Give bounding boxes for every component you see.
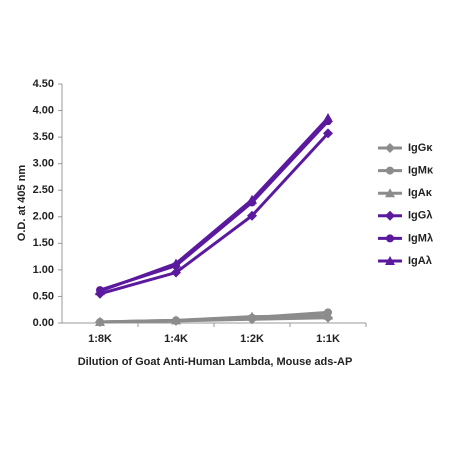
data-point — [247, 194, 257, 204]
y-tick-label: 1.00 — [33, 264, 54, 276]
y-tick-label: 4.00 — [33, 104, 54, 116]
y-tick-label: 4.50 — [33, 78, 54, 90]
data-point — [171, 258, 181, 268]
legend-marker — [386, 166, 394, 175]
legend-marker — [385, 143, 395, 153]
legend-label: IgGλ — [408, 210, 432, 222]
legend-marker — [385, 210, 395, 221]
series-line — [99, 314, 329, 324]
data-point — [247, 311, 257, 321]
x-tick-label: 1:2K — [240, 333, 264, 345]
legend-marker — [386, 234, 394, 243]
x-axis-label: Dilution of Goat Anti-Human Lambda, Mous… — [78, 356, 353, 368]
data-point — [95, 286, 105, 296]
y-tick-label: 0.00 — [33, 317, 54, 329]
data-point — [323, 310, 333, 320]
y-tick-label: 0.50 — [33, 290, 54, 302]
y-tick-label: 1.50 — [33, 237, 54, 249]
legend-label: IgMλ — [408, 232, 433, 244]
y-tick-label: 2.00 — [33, 211, 54, 223]
data-point — [247, 210, 257, 221]
legend-label: IgGκ — [408, 142, 433, 154]
series-line — [99, 120, 330, 292]
legend-marker — [385, 256, 395, 265]
legend-label: IgAλ — [408, 255, 432, 267]
data-point — [171, 267, 181, 278]
data-point — [323, 128, 333, 139]
y-tick-label: 3.50 — [33, 131, 54, 143]
y-axis-label: O.D. at 405 nm — [16, 165, 28, 242]
series-line — [99, 116, 330, 293]
x-tick-label: 1:1K — [316, 333, 340, 345]
x-tick-label: 1:4K — [164, 333, 188, 345]
legend-marker — [385, 188, 395, 198]
legend-label: IgAκ — [408, 187, 433, 199]
legend-label: IgMκ — [408, 165, 434, 177]
data-point — [323, 112, 333, 122]
x-tick-label: 1:8K — [88, 333, 112, 345]
data-point — [95, 316, 105, 326]
data-point — [171, 315, 181, 325]
y-tick-label: 2.50 — [33, 184, 54, 196]
y-tick-label: 3.00 — [33, 158, 54, 170]
series-line — [99, 132, 330, 296]
